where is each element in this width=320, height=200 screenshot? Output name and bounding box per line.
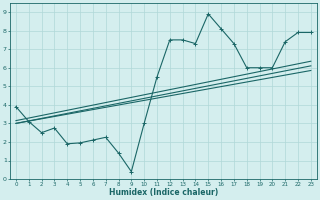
X-axis label: Humidex (Indice chaleur): Humidex (Indice chaleur) [109, 188, 218, 197]
